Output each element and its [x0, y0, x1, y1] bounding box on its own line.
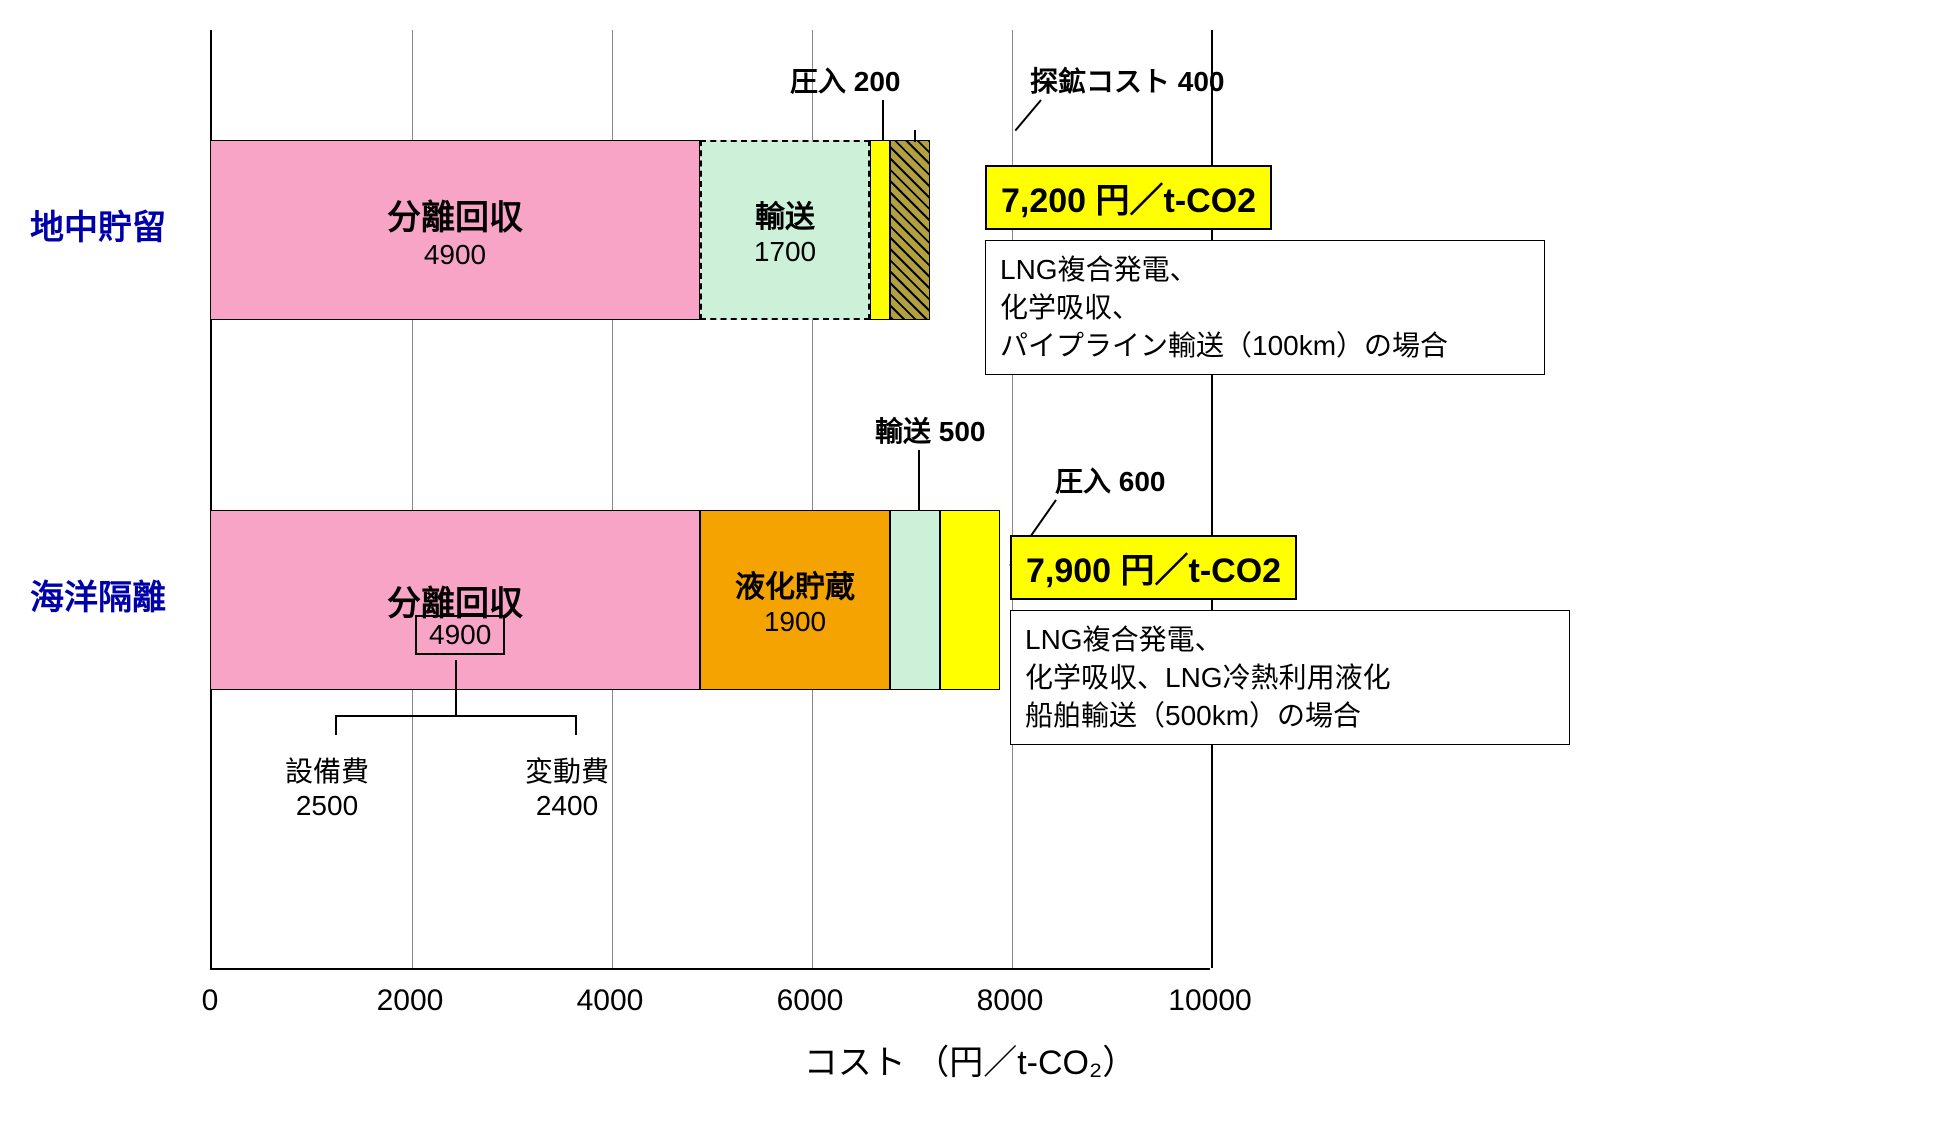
x-tick-label: 6000 — [777, 984, 844, 1018]
seg-value: 1900 — [764, 606, 826, 638]
seg-injection — [870, 140, 890, 320]
x-axis-label: コスト （円／t-CO₂） — [30, 1035, 1910, 1084]
bracket-horiz — [335, 715, 575, 717]
seg-transport: 輸送 1700 — [700, 140, 870, 320]
callout-transport: 輸送 500 — [875, 410, 986, 450]
cost-chart: 0 2000 4000 6000 8000 10000 コスト （円／t-CO₂… — [30, 30, 1910, 1107]
seg-label: 液化貯蔵 — [735, 562, 855, 606]
description-box-row2: LNG複合発電、 化学吸収、LNG冷熱利用液化 船舶輸送（500km）の場合 — [1010, 610, 1570, 745]
category-label-row2: 海洋隔離 — [30, 570, 166, 619]
breakdown-item: 変動費 2400 — [525, 750, 609, 822]
seg-exploration — [890, 140, 930, 320]
description-text: LNG複合発電、 化学吸収、LNG冷熱利用液化 船舶輸送（500km）の場合 — [1025, 624, 1391, 731]
seg-value: 4900 — [424, 239, 486, 271]
leader-line — [918, 450, 920, 510]
description-box-row1: LNG複合発電、 化学吸収、 パイプライン輸送（100km）の場合 — [985, 240, 1545, 375]
seg-value: 1700 — [754, 236, 816, 268]
breakdown-value: 2400 — [525, 790, 609, 822]
bracket-leg — [335, 715, 337, 735]
callout-injection: 圧入 600 — [1055, 460, 1166, 500]
breakdown-value: 2500 — [285, 790, 369, 822]
breakdown-label: 変動費 — [525, 750, 609, 790]
x-tick-label: 2000 — [377, 984, 444, 1018]
description-text: LNG複合発電、 化学吸収、 パイプライン輸送（100km）の場合 — [1000, 254, 1448, 361]
x-tick-label: 10000 — [1168, 984, 1251, 1018]
total-box-row1: 7,200 円／t-CO2 — [985, 165, 1272, 230]
callout-exploration: 探鉱コスト 400 — [1030, 60, 1225, 100]
sub-value-box: 4900 — [415, 615, 505, 655]
breakdown-item: 設備費 2500 — [285, 750, 369, 822]
x-tick-label: 0 — [202, 984, 219, 1018]
bar-row-2: 分離回収 液化貯蔵 1900 — [210, 510, 1000, 690]
leader-line — [914, 130, 916, 142]
bar-row-1: 分離回収 4900 輸送 1700 — [210, 140, 930, 320]
bracket-stem — [455, 660, 457, 715]
seg-separation: 分離回収 4900 — [210, 140, 700, 320]
seg-liquefaction: 液化貯蔵 1900 — [700, 510, 890, 690]
x-tick-label: 4000 — [577, 984, 644, 1018]
seg-injection — [940, 510, 1000, 690]
total-box-row2: 7,900 円／t-CO2 — [1010, 535, 1297, 600]
seg-label: 輸送 — [755, 192, 815, 236]
seg-label: 分離回収 — [387, 190, 523, 239]
bracket-leg — [575, 715, 577, 735]
category-label-row1: 地中貯留 — [30, 200, 166, 249]
x-tick-label: 8000 — [977, 984, 1044, 1018]
seg-transport — [890, 510, 940, 690]
callout-injection: 圧入 200 — [790, 60, 901, 100]
leader-line — [882, 100, 884, 140]
breakdown-label: 設備費 — [285, 750, 369, 790]
